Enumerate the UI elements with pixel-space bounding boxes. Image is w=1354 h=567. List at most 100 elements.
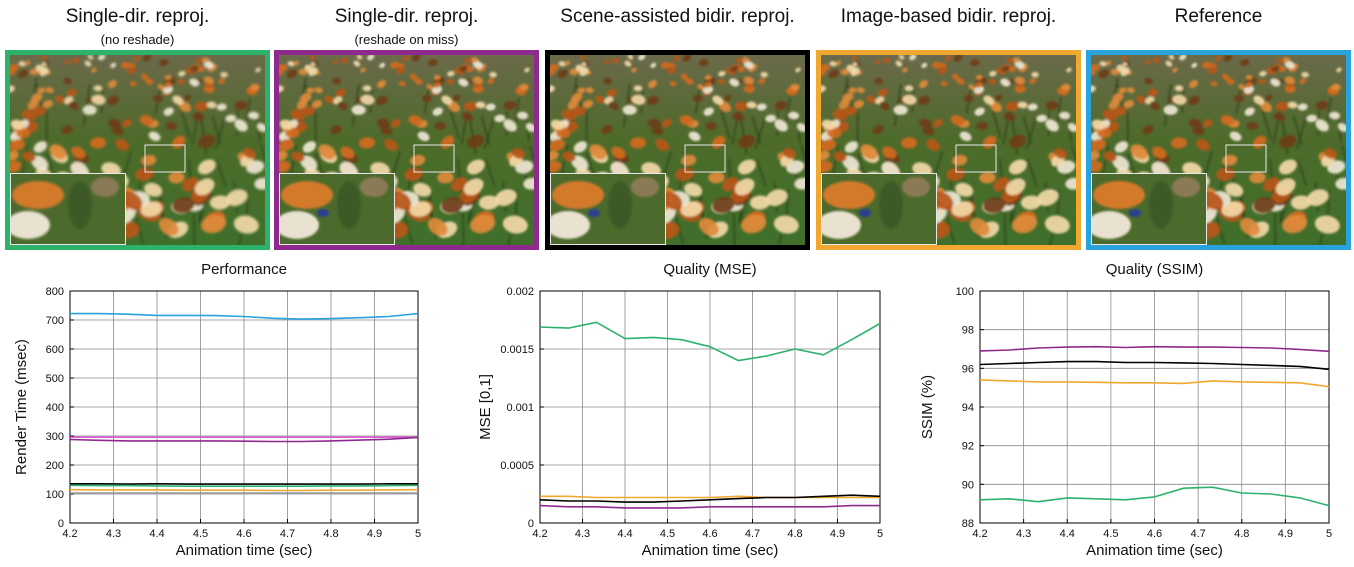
x-tick-label: 4.2 [62,528,77,540]
panel-title: Single-dir. reproj. [65,6,210,27]
y-tick-label: 0.002 [506,286,534,298]
render-image-frame [545,50,810,250]
y-tick-label: 700 [46,315,64,327]
x-tick-label: 4.4 [617,528,632,540]
y-tick-label: 92 [962,441,974,453]
y-tick-label: 88 [962,518,974,530]
x-tick-label: 4.6 [702,528,717,540]
y-tick-label: 90 [962,479,974,491]
series-line [69,488,419,492]
chart-svg: Performance 4.2 4.3 4.4 4.5 4.6 4.7 4.8 4.9 5 0 100… [13,261,421,559]
series-line [979,486,1330,507]
chart-title: Quality (SSIM) [1106,261,1204,278]
panel-no-reshade: Single-dir. reproj. (no reshade) [5,0,270,251]
y-tick-label: 0 [528,518,534,530]
zoom-inset [10,173,126,245]
chart-svg: Quality (SSIM) 4.2 4.3 4.4 4.5 4.6 4.7 4.8 4.9 5 8… [919,261,1332,559]
y-axis-label: Render Time (msec) [13,339,30,475]
x-tick-label: 4.2 [532,528,547,540]
zoom-region-marker [684,144,726,173]
panel-reshade-on-miss: Single-dir. reproj. (reshade on miss) [274,0,539,251]
panel-subtitle: (no reshade) [100,32,175,47]
panel-title: Scene-assisted bidir. reproj. [560,6,795,27]
chart-title: Performance [201,261,287,278]
zoom-region-marker [144,144,186,173]
x-tick-label: 4.8 [1234,528,1249,540]
series-line [540,495,880,499]
x-tick-label: 5 [1326,528,1332,540]
y-tick-label: 0.001 [506,402,534,414]
flower-field-image [279,55,534,245]
panel-image-based: Image-based bidir. reproj. [816,0,1081,251]
x-tick-label: 4.4 [149,528,164,540]
panel-reference: Reference [1086,0,1351,251]
series-line [979,360,1330,371]
x-tick-label: 4.7 [280,528,295,540]
panel-title: Single-dir. reproj. [334,6,479,27]
y-tick-label: 98 [962,325,974,337]
chart-performance: Performance 4.2 4.3 4.4 4.5 4.6 4.7 4.8 4.9 5 0 100… [0,256,430,567]
x-tick-label: 4.7 [745,528,760,540]
series-line [539,321,881,362]
y-tick-label: 100 [46,489,64,501]
x-tick-label: 4.6 [236,528,251,540]
chart-quality-mse: Quality (MSE) 4.2 4.3 4.4 4.5 4.6 4.7 4.8 4.9 5 0 0… [460,256,900,567]
zoom-inset [279,173,395,245]
y-tick-label: 500 [46,373,64,385]
x-tick-label: 4.4 [1060,528,1075,540]
y-tick-label: 96 [962,363,974,375]
x-axis-label: Animation time (sec) [176,542,313,559]
y-tick-label: 0.0005 [500,460,534,472]
x-tick-label: 4.6 [1147,528,1162,540]
x-axis-label: Animation time (sec) [642,542,779,559]
y-tick-label: 400 [46,402,64,414]
chart-title: Quality (MSE) [663,261,756,278]
panel-title: Image-based bidir. reproj. [840,6,1057,27]
x-tick-label: 4.2 [972,528,987,540]
zoom-region-marker [1225,144,1267,173]
x-tick-label: 4.9 [1278,528,1293,540]
chart-quality-ssim: Quality (SSIM) 4.2 4.3 4.4 4.5 4.6 4.7 4.8 4.9 5 8… [905,256,1345,567]
panel-subtitle: (reshade on miss) [354,32,459,47]
render-image-frame [816,50,1081,250]
render-image-frame [274,50,539,250]
y-axis-label: SSIM (%) [919,375,936,439]
series-line [979,345,1330,353]
x-tick-label: 4.3 [1016,528,1031,540]
x-tick-label: 5 [877,528,883,540]
chart-svg: Quality (MSE) 4.2 4.3 4.4 4.5 4.6 4.7 4.8 4.9 5 0 0… [477,261,883,559]
y-tick-label: 600 [46,344,64,356]
x-tick-label: 4.9 [367,528,382,540]
flower-field-image [10,55,265,245]
y-tick-label: 0.0015 [500,344,534,356]
y-tick-label: 94 [962,402,974,414]
x-tick-label: 4.5 [1103,528,1118,540]
zoom-region-marker [413,144,455,173]
series-line [70,312,419,320]
series-line [69,484,419,487]
zoom-inset [550,173,666,245]
y-tick-label: 200 [46,460,64,472]
x-tick-label: 4.3 [106,528,121,540]
render-image-frame [5,50,270,250]
panel-title: Reference [1174,6,1263,27]
flower-field-image [1091,55,1346,245]
x-tick-label: 4.8 [323,528,338,540]
zoom-inset [821,173,937,245]
x-tick-label: 4.5 [660,528,675,540]
zoom-region-marker [955,144,997,173]
y-axis-label: MSE [0,1] [477,374,494,440]
x-tick-label: 4.9 [830,528,845,540]
series-line [539,494,881,503]
x-tick-label: 4.7 [1190,528,1205,540]
zoom-inset [1091,173,1207,245]
y-tick-label: 800 [46,286,64,298]
y-tick-label: 300 [46,431,64,443]
flower-field-image [821,55,1076,245]
panel-scene-assisted: Scene-assisted bidir. reproj. [545,0,810,251]
x-tick-label: 4.3 [575,528,590,540]
x-tick-label: 4.8 [787,528,802,540]
x-tick-label: 4.5 [193,528,208,540]
flower-field-image [550,55,805,245]
x-axis-label: Animation time (sec) [1086,542,1223,559]
